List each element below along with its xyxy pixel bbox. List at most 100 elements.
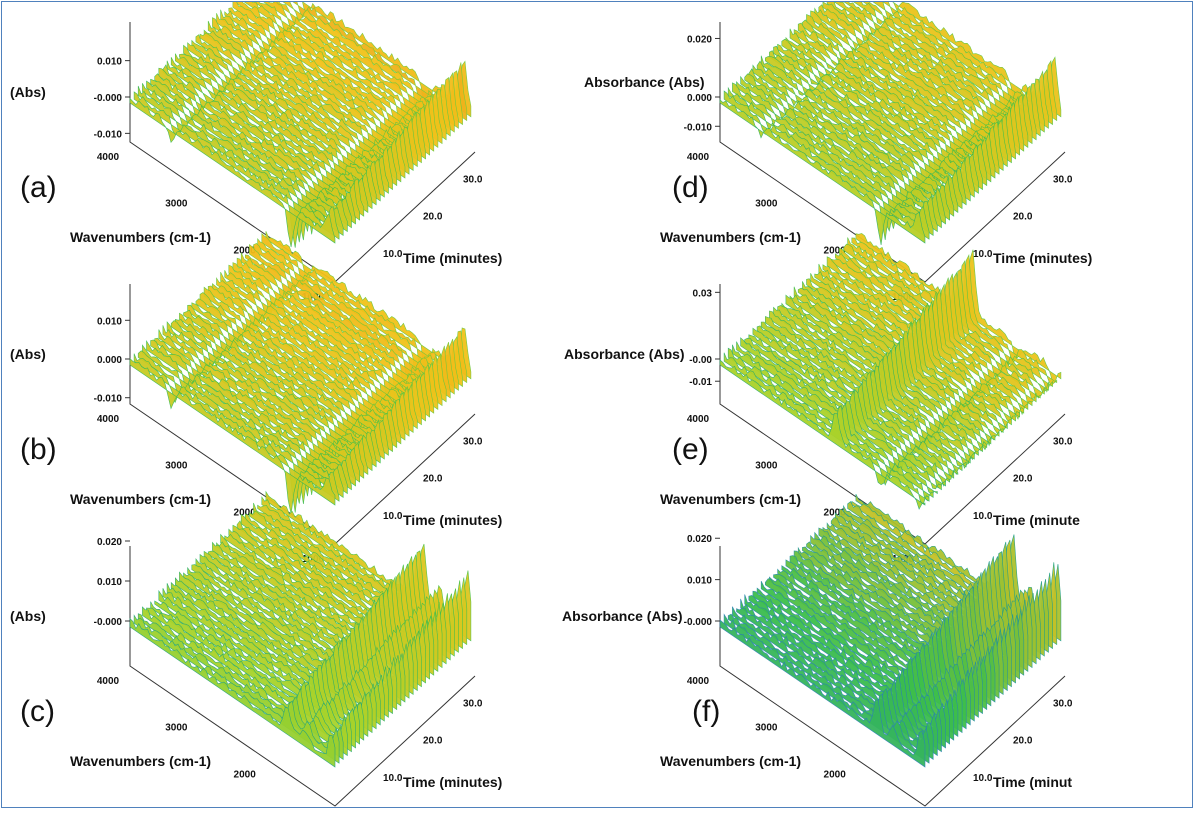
z-tick-label: 0.020 <box>687 34 712 45</box>
surface-strip <box>142 83 348 241</box>
y-tick-label: 20.0 <box>423 474 443 485</box>
surface-strip <box>736 81 942 229</box>
surface-strip <box>162 64 369 222</box>
z-axis-label: (Abs) <box>10 346 46 362</box>
x-axis-label: Wavenumbers (cm-1) <box>70 753 211 769</box>
surface-strip <box>765 56 971 202</box>
y-tick-label: 20.0 <box>423 212 443 223</box>
surface-strip <box>719 359 926 510</box>
panel-e: 0.03 -0.00 -0.01 Absorbance (Abs) 4000 3000 20… <box>564 233 1080 565</box>
z-tick-label: -0.010 <box>94 394 123 405</box>
surface-strip <box>150 78 356 235</box>
surface-strip <box>220 271 426 431</box>
surface <box>129 231 472 515</box>
surface-strip <box>133 91 340 248</box>
x-tick-label: 2000 <box>234 507 257 518</box>
x-tick-label: 3000 <box>755 461 778 472</box>
x-tick-label: 4000 <box>687 414 710 425</box>
x-tick-label: 2000 <box>824 507 847 518</box>
y-axis-label: Time (minutes) <box>403 250 502 266</box>
z-tick-label: -0.000 <box>94 617 123 628</box>
surface-strip <box>199 292 406 449</box>
x-tick-label: 3000 <box>755 199 778 210</box>
surface-strip <box>748 68 955 217</box>
panel-c: 0.0200.010-0.000(Abs)4000300020001000Wav… <box>10 490 502 807</box>
surface-strip <box>723 90 930 240</box>
x-tick-label: 3000 <box>165 461 188 472</box>
z-axis-label: Absorbance (Abs) <box>584 74 705 90</box>
x-tick-label: 3000 <box>755 723 778 734</box>
z-axis-label: Absorbance (Abs) <box>564 346 685 362</box>
surface-strip <box>781 38 988 187</box>
y-tick-label: 30.0 <box>463 437 483 448</box>
z-tick-label: 0.010 <box>97 577 122 588</box>
surface <box>129 490 472 768</box>
y-tick-label: 10.0 <box>383 773 403 784</box>
y-axis-label: Time (minutes) <box>403 774 502 790</box>
surface-strip <box>228 7 435 156</box>
x-tick-label: 4000 <box>687 152 710 163</box>
y-axis-label: Time (minute <box>993 512 1080 528</box>
surface-strip <box>162 325 369 487</box>
panel-a: 0.010-0.000-0.010(Abs)4000300020001000Wa… <box>10 0 502 303</box>
y-tick-label: 20.0 <box>1013 474 1033 485</box>
surface-strip <box>199 32 406 184</box>
z-tick-label: 0.03 <box>693 288 713 299</box>
y-tick-label: 20.0 <box>1013 212 1033 223</box>
z-tick-label: 0.000 <box>97 355 122 366</box>
panel-label: (d) <box>672 171 709 204</box>
surface-strip <box>146 339 352 497</box>
panel-label: (a) <box>20 171 57 204</box>
surface-strip <box>769 50 975 198</box>
surface-strip <box>740 75 946 225</box>
y-axis-label: Time (minutes) <box>993 250 1092 266</box>
surface-strip <box>207 285 414 440</box>
x-tick-label: 4000 <box>97 414 120 425</box>
surface <box>719 233 1062 510</box>
surface-strip <box>232 262 439 419</box>
z-axis-label: (Abs) <box>10 608 46 624</box>
x-axis-label: Wavenumbers (cm-1) <box>660 491 801 507</box>
surface-strip <box>166 321 373 481</box>
surface <box>719 0 1062 245</box>
surface-strip <box>191 302 398 460</box>
surface-strip <box>719 99 926 245</box>
y-tick-label: 30.0 <box>1053 699 1073 710</box>
z-tick-label: 0.010 <box>97 57 122 68</box>
z-tick-label: 0.000 <box>687 93 712 104</box>
y-tick-label: 30.0 <box>1053 175 1073 186</box>
x-tick-label: 2000 <box>234 769 257 780</box>
z-tick-label: -0.00 <box>689 355 712 366</box>
surface-strip <box>183 44 389 203</box>
x-tick-label: 4000 <box>97 676 120 687</box>
y-tick-label: 30.0 <box>463 175 483 186</box>
surface-strip <box>133 353 340 513</box>
surface-strip <box>150 339 356 495</box>
surface-strip <box>744 73 951 221</box>
axis-box <box>129 22 476 283</box>
surface-strip <box>146 80 352 232</box>
y-tick-label: 20.0 <box>423 736 443 747</box>
surface <box>129 0 472 248</box>
y-tick-label: 10.0 <box>383 249 403 260</box>
surface-strip <box>212 17 418 177</box>
y-tick-label: 20.0 <box>1013 736 1033 747</box>
y-tick-label: 30.0 <box>463 699 483 710</box>
z-tick-label: -0.010 <box>94 129 123 140</box>
z-tick-label: 0.020 <box>97 537 122 548</box>
surface-strip <box>719 619 926 768</box>
x-axis-label: Wavenumbers (cm-1) <box>70 229 211 245</box>
surface-strip <box>732 82 938 233</box>
panel-b: 0.0100.000-0.010(Abs)4000300020001000Wav… <box>10 231 502 565</box>
surface-strip <box>773 45 979 195</box>
z-tick-label: -0.000 <box>94 93 123 104</box>
x-tick-label: 2000 <box>234 245 257 256</box>
panel-d: 0.020 0.000 -0.010 Absorbance (Abs) 4000 3000… <box>584 0 1092 303</box>
z-tick-label: -0.01 <box>689 377 712 388</box>
axis-box <box>719 546 1066 807</box>
surface-strip <box>158 329 365 489</box>
axis-box <box>129 284 476 545</box>
surface <box>719 493 1062 768</box>
surface-strip <box>137 85 344 243</box>
z-axis-label: Absorbance (Abs) <box>562 608 683 624</box>
